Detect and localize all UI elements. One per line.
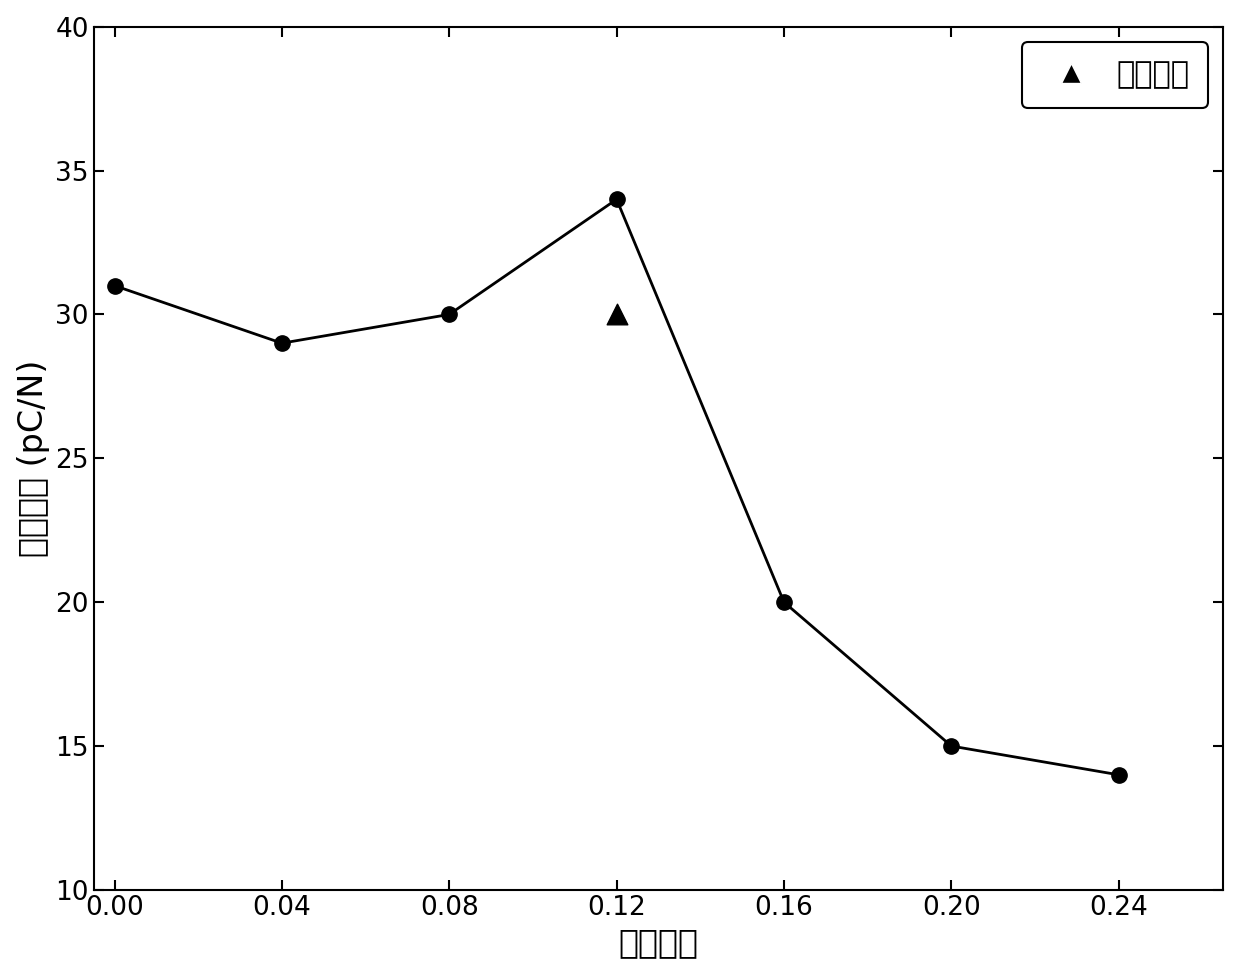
X-axis label: 缺铋程度: 缺铋程度 xyxy=(619,926,698,959)
Y-axis label: 压电系数 (pC/N): 压电系数 (pC/N) xyxy=(16,359,50,557)
Point xyxy=(606,306,626,322)
Legend: 混合样品: 混合样品 xyxy=(1022,42,1208,107)
